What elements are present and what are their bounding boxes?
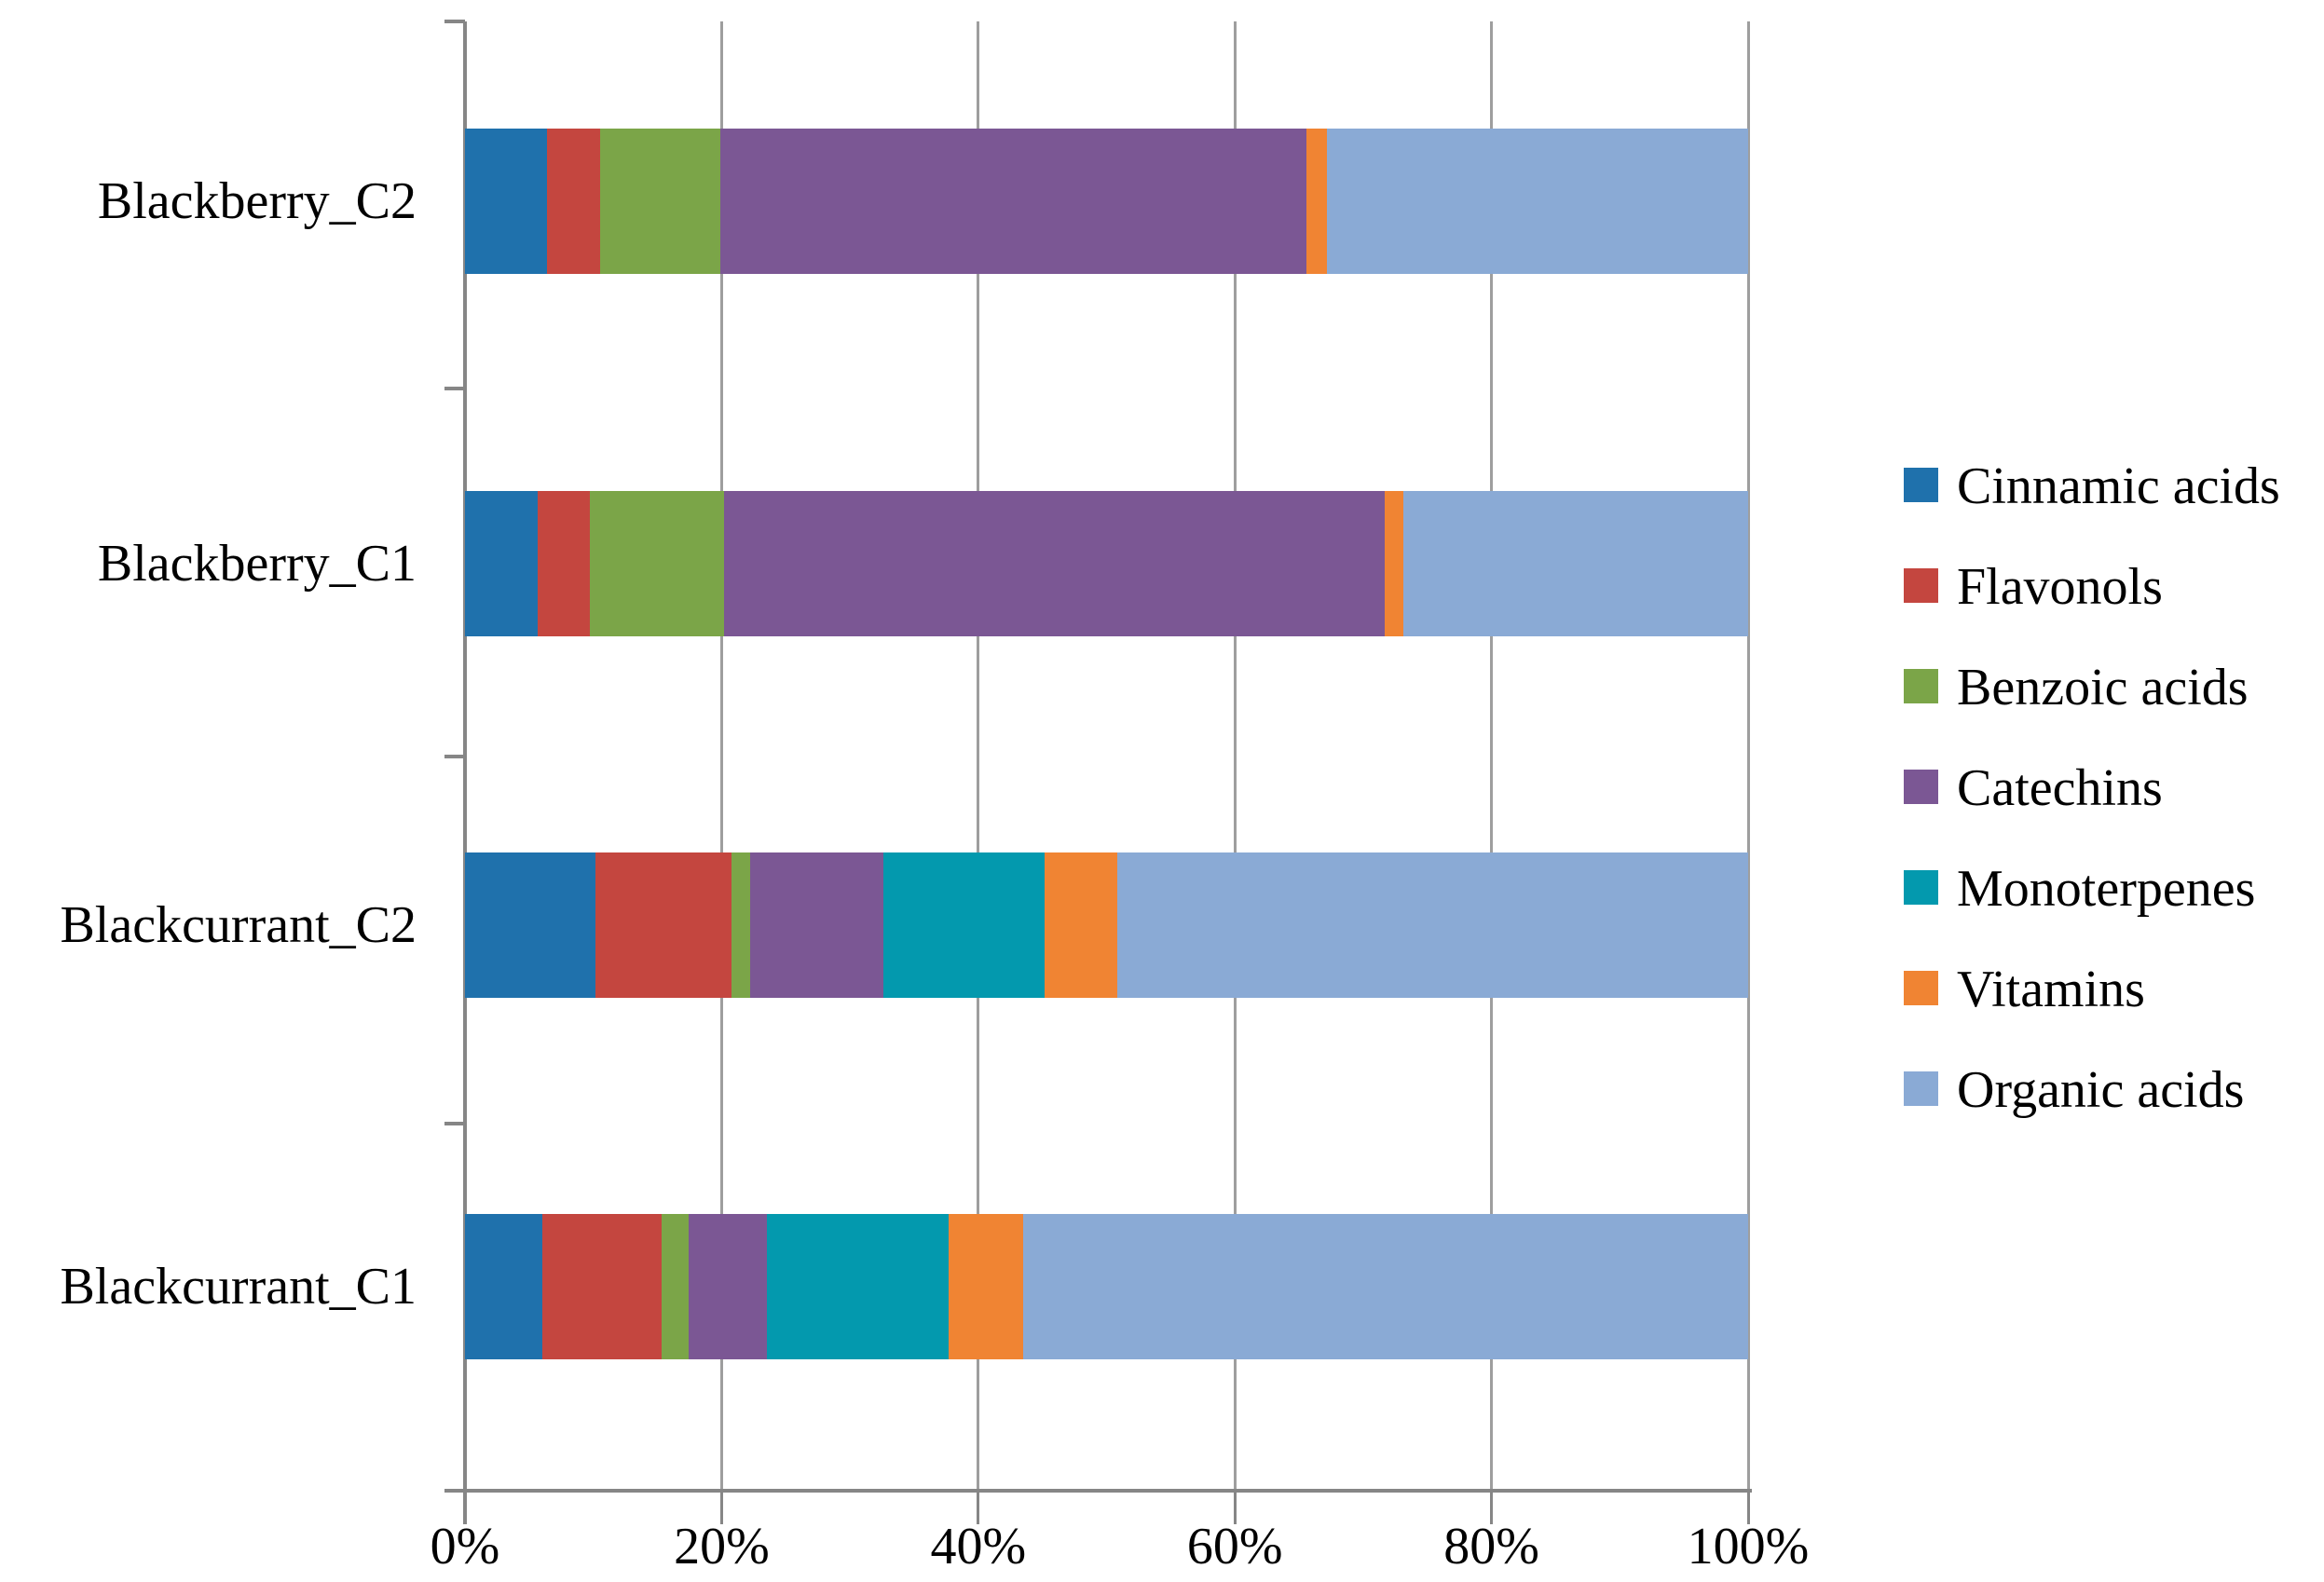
x-tick-label: 0% — [430, 1518, 500, 1575]
bar-segment — [547, 129, 600, 274]
bar-segment — [766, 1214, 950, 1359]
gridline — [977, 21, 980, 1491]
legend-label: Monoterpenes — [1957, 860, 2256, 918]
y-axis-tick — [444, 1121, 465, 1125]
legend-swatch — [1904, 1071, 1938, 1106]
bar-segment — [1402, 491, 1748, 636]
bar-segment — [1385, 491, 1403, 636]
x-tick-label: 40% — [930, 1518, 1027, 1575]
bar-segment — [1045, 852, 1117, 998]
bar-segment — [1306, 129, 1328, 274]
bar-segment — [1327, 129, 1748, 274]
bar-segment — [731, 852, 750, 998]
legend-swatch — [1904, 567, 1938, 603]
category-label: Blackberry_C2 — [97, 172, 417, 230]
category-label: Blackcurrant_C1 — [60, 1258, 417, 1316]
legend-label: Organic acids — [1957, 1061, 2245, 1119]
y-axis-tick — [444, 754, 465, 758]
bar-segment — [1116, 852, 1748, 998]
x-tick-label: 60% — [1186, 1518, 1283, 1575]
legend-label: Catechins — [1957, 759, 2163, 817]
bar-segment — [465, 491, 539, 636]
x-axis-tick — [1746, 1491, 1750, 1524]
category-label: Blackberry_C1 — [97, 535, 417, 593]
x-axis-tick — [1490, 1491, 1494, 1524]
bar-segment — [599, 129, 721, 274]
bar-segment — [661, 1214, 689, 1359]
bar-segment — [465, 129, 548, 274]
bar-segment — [949, 1214, 1023, 1359]
legend-label: Cinnamic acids — [1957, 457, 2280, 515]
x-tick-label: 20% — [674, 1518, 770, 1575]
legend-label: Flavonols — [1957, 558, 2163, 616]
bar-segment — [541, 1214, 662, 1359]
bar-segment — [589, 491, 725, 636]
bar-segment — [465, 1214, 542, 1359]
y-axis-tick — [444, 20, 465, 23]
legend-swatch — [1904, 668, 1938, 703]
x-tick-label: 100% — [1687, 1518, 1810, 1575]
category-label: Blackcurrant_C2 — [60, 896, 417, 954]
bar-segment — [724, 491, 1386, 636]
legend-swatch — [1904, 467, 1938, 502]
bar-segment — [1022, 1214, 1748, 1359]
bar-segment — [749, 852, 883, 998]
legend-swatch — [1904, 869, 1938, 905]
gridline — [1490, 21, 1494, 1491]
x-axis-line — [446, 1489, 1752, 1493]
x-axis-tick — [977, 1491, 980, 1524]
gridline — [719, 21, 723, 1491]
legend-swatch — [1904, 970, 1938, 1005]
legend-swatch — [1904, 769, 1938, 804]
bar-segment — [720, 129, 1307, 274]
y-axis-tick — [444, 387, 465, 391]
x-tick-label: 80% — [1443, 1518, 1539, 1575]
x-axis-tick — [719, 1491, 723, 1524]
bar-segment — [882, 852, 1046, 998]
bar-segment — [465, 852, 596, 998]
legend-label: Vitamins — [1957, 961, 2145, 1018]
gridline — [1233, 21, 1237, 1491]
y-axis-line — [463, 21, 467, 1524]
bar-segment — [538, 491, 590, 636]
gridline — [1746, 21, 1750, 1491]
x-axis-tick — [1233, 1491, 1237, 1524]
bar-segment — [688, 1214, 767, 1359]
legend-label: Benzoic acids — [1957, 659, 2249, 716]
bar-segment — [595, 852, 732, 998]
